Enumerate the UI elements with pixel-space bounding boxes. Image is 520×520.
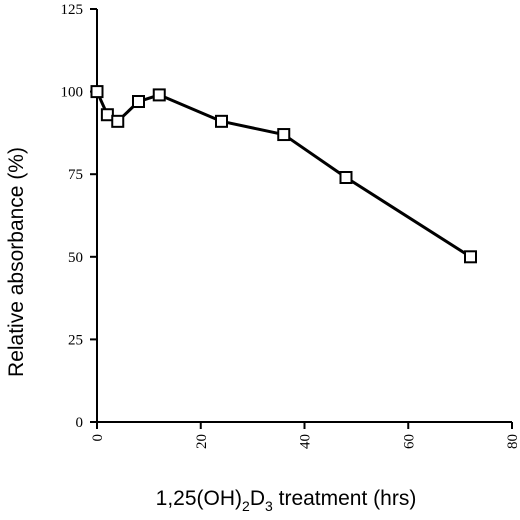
y-tick-label: 75 <box>68 167 83 183</box>
data-point-marker <box>90 85 104 99</box>
x-axis-label: 1,25(OH)2D3 treatment (hrs) <box>156 487 417 514</box>
data-point-marker <box>152 88 166 102</box>
data-point-marker <box>215 114 228 128</box>
y-tick-label: 50 <box>68 250 83 266</box>
series-group <box>90 85 477 264</box>
x-tick-label: 20 <box>194 434 210 449</box>
x-tick-label: 80 <box>505 434 520 449</box>
data-point-marker <box>277 128 291 142</box>
series-line <box>95 90 472 259</box>
x-axis-label-sub2: 3 <box>265 498 273 514</box>
y-tick-label: 100 <box>61 85 84 101</box>
data-point-marker <box>111 114 125 128</box>
data-point-marker <box>100 108 114 122</box>
x-axis-label-mid: D <box>250 487 265 510</box>
y-tick-label: 125 <box>61 2 84 18</box>
x-axis-label-pre: 1,25(OH) <box>156 487 242 510</box>
data-point-marker <box>339 171 353 185</box>
x-tick-label: 40 <box>298 434 314 449</box>
y-tick-label: 0 <box>76 415 84 431</box>
y-axis-label: Relative absorbance (%) <box>5 147 28 377</box>
y-tick-label: 25 <box>68 332 83 348</box>
axes: 0 25 50 75 100 125 0 20 40 60 80 <box>61 2 520 449</box>
x-axis-label-post: treatment (hrs) <box>273 487 417 510</box>
x-axis-label-sub1: 2 <box>242 498 250 514</box>
x-tick-label: 0 <box>90 434 106 442</box>
x-tick-label: 60 <box>401 434 417 449</box>
data-point-marker <box>132 95 145 109</box>
data-point-marker <box>464 250 477 264</box>
